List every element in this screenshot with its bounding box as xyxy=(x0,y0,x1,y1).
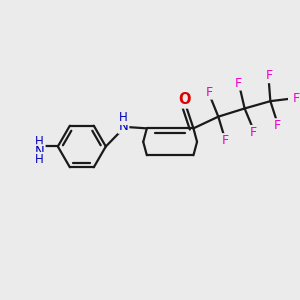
Text: F: F xyxy=(274,119,281,132)
Text: H: H xyxy=(35,135,44,148)
Text: F: F xyxy=(293,92,300,105)
Text: N: N xyxy=(35,145,45,158)
Text: F: F xyxy=(221,134,229,147)
Text: F: F xyxy=(206,85,213,99)
Text: F: F xyxy=(235,76,242,89)
Text: H: H xyxy=(35,153,44,166)
Text: N: N xyxy=(118,120,128,133)
Text: H: H xyxy=(119,111,128,124)
Text: F: F xyxy=(250,126,257,139)
Text: O: O xyxy=(178,92,191,107)
Text: F: F xyxy=(265,69,272,82)
